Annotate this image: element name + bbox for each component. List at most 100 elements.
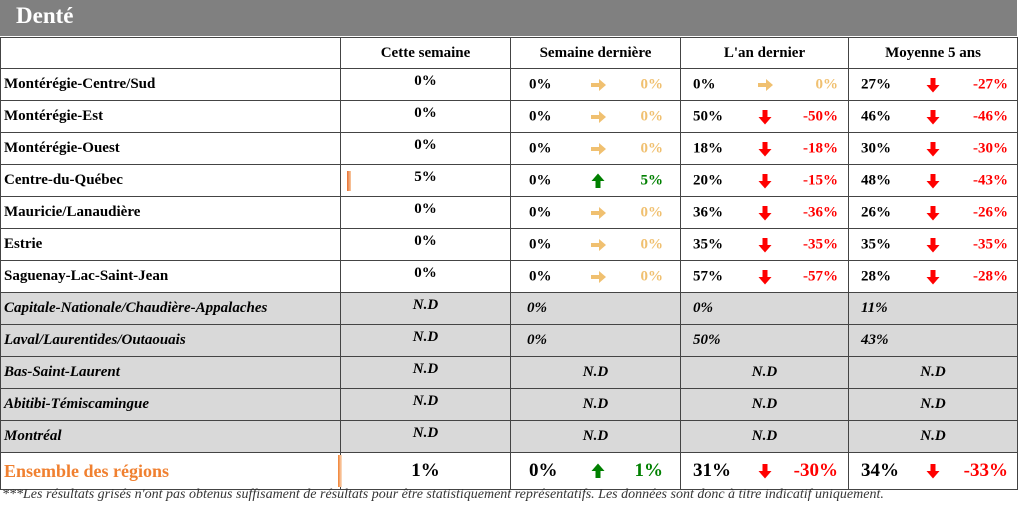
an-dernier-cell: 0%	[680, 292, 849, 325]
an-dernier-cell-value: 35%	[693, 236, 723, 252]
semaine-derniere-cell-content: 0% 0%	[511, 261, 680, 292]
header-semaine-derniere: Semaine dernière	[510, 37, 681, 69]
cette-semaine-value: N.D	[412, 393, 439, 409]
total-moyenne-5-ans-cell-content: 34% -33%	[849, 453, 1017, 489]
an-dernier-cell: 18% -18%	[680, 132, 849, 165]
moyenne-5-ans-cell-value: 30%	[861, 140, 891, 156]
arrow-down-icon	[926, 77, 940, 92]
arrow-right-icon	[591, 238, 606, 251]
arrow-right-icon	[591, 78, 606, 91]
an-dernier-cell-diff: -35%	[803, 236, 838, 252]
semaine-derniere-cell-content: 0% 0%	[511, 229, 680, 260]
an-dernier-cell: 0% 0%	[680, 68, 849, 101]
table-row-greyed: Montréal N.D N.D N.D N.D	[0, 420, 1018, 453]
moyenne-5-ans-cell: 27% -27%	[848, 68, 1018, 101]
region-name: Montérégie-Ouest	[0, 132, 341, 165]
an-dernier-cell-diff: -15%	[803, 172, 838, 188]
semaine-derniere-cell-diff: 0%	[640, 268, 664, 284]
an-dernier-cell-value: 0%	[693, 76, 716, 92]
an-dernier-cell-content: 35% -35%	[681, 229, 848, 260]
moyenne-5-ans-cell-content: 35% -35%	[849, 229, 1017, 260]
cette-semaine-cell: 5%	[340, 164, 511, 197]
an-dernier-cell-content: 0% 0%	[681, 69, 848, 100]
table-row: Saguenay-Lac-Saint-Jean 0% 0% 0% 57% -57% 28% -…	[0, 260, 1018, 293]
cette-semaine-cell: 0%	[340, 132, 511, 165]
semaine-derniere-cell: 0% 0%	[510, 100, 681, 133]
arrow-down-icon	[926, 141, 940, 156]
moyenne-5-ans-cell-diff: -27%	[973, 76, 1008, 92]
arrow-right-icon	[591, 206, 606, 219]
semaine-derniere-cell: 0% 0%	[510, 196, 681, 229]
table-row: Mauricie/Lanaudière 0% 0% 0% 36% -36% 26% -26%	[0, 196, 1018, 229]
semaine-derniere-cell: 0% 5%	[510, 164, 681, 197]
semaine-derniere-cell: 0%	[510, 324, 681, 357]
cette-semaine-value: 0%	[414, 73, 437, 89]
arrow-down-icon	[758, 173, 772, 188]
an-dernier-cell-value: 20%	[693, 172, 723, 188]
cette-semaine-cell: 0%	[340, 68, 511, 101]
results-table: Cette semaine Semaine dernière L'an dern…	[0, 37, 1018, 490]
semaine-derniere-cell-value: 0%	[529, 268, 552, 284]
percentage-bar	[347, 171, 351, 191]
moyenne-5-ans-cell: 46% -46%	[848, 100, 1018, 133]
an-dernier-cell-content: 50% -50%	[681, 101, 848, 132]
moyenne-5-ans-cell-diff: -46%	[973, 108, 1008, 124]
arrow-right-icon	[591, 110, 606, 123]
header-region	[0, 37, 341, 69]
total-row: Ensemble des régions 1% 0% 1% 31% -30% 34% -33%	[0, 452, 1018, 490]
table-row: Montérégie-Est 0% 0% 0% 50% -50% 46% -46%	[0, 100, 1018, 133]
header-row: Cette semaine Semaine dernière L'an dern…	[0, 37, 1018, 69]
an-dernier-cell-diff: -57%	[803, 268, 838, 284]
region-name: Montérégie-Est	[0, 100, 341, 133]
table-row: Montérégie-Centre/Sud 0% 0% 0% 0% 0% 27% -27%	[0, 68, 1018, 101]
moyenne-5-ans-cell-value: 35%	[861, 236, 891, 252]
arrow-down-icon	[758, 269, 772, 284]
total-moyenne-5-ans-cell: 34% -33%	[848, 452, 1018, 490]
moyenne-5-ans-cell: 26% -26%	[848, 196, 1018, 229]
semaine-derniere-cell-diff: 0%	[640, 236, 664, 252]
moyenne-5-ans-cell-value: 26%	[861, 204, 891, 220]
moyenne-5-ans-cell: 35% -35%	[848, 228, 1018, 261]
moyenne-5-ans-cell-value: 27%	[861, 76, 891, 92]
semaine-derniere-cell-content: 0% 5%	[511, 165, 680, 196]
moyenne-5-ans-cell-value: 28%	[861, 268, 891, 284]
cette-semaine-value: 0%	[414, 265, 437, 281]
moyenne-5-ans-cell: N.D	[848, 356, 1018, 389]
semaine-derniere-cell: N.D	[510, 388, 681, 421]
cette-semaine-cell: N.D	[340, 292, 511, 325]
page-title: Denté	[16, 3, 74, 28]
an-dernier-cell-value: 18%	[693, 140, 723, 156]
arrow-right-icon	[591, 270, 606, 283]
an-dernier-cell-diff: -50%	[803, 108, 838, 124]
moyenne-5-ans-cell-diff: -30%	[973, 140, 1008, 156]
semaine-derniere-cell: N.D	[510, 356, 681, 389]
an-dernier-cell: N.D	[680, 356, 849, 389]
semaine-derniere-cell: N.D	[510, 420, 681, 453]
region-name: Mauricie/Lanaudière	[0, 196, 341, 229]
table-row-greyed: Capitale-Nationale/Chaudière-Appalaches N…	[0, 292, 1018, 325]
an-dernier-cell: 50%	[680, 324, 849, 357]
arrow-down-icon	[926, 173, 940, 188]
an-dernier-cell-diff: -36%	[803, 204, 838, 220]
total-moyenne-5-ans-cell-diff: -33%	[963, 460, 1008, 481]
an-dernier-cell: 50% -50%	[680, 100, 849, 133]
semaine-derniere-cell-diff: 0%	[640, 204, 664, 220]
arrow-up-icon	[591, 463, 605, 478]
arrow-down-icon	[758, 141, 772, 156]
an-dernier-cell: 57% -57%	[680, 260, 849, 293]
cette-semaine-value: N.D	[412, 297, 439, 313]
moyenne-5-ans-cell: 11%	[848, 292, 1018, 325]
table-row: Montérégie-Ouest 0% 0% 0% 18% -18% 30% -30%	[0, 132, 1018, 165]
cette-semaine-cell: 0%	[340, 260, 511, 293]
cette-semaine-cell: N.D	[340, 356, 511, 389]
semaine-derniere-cell-diff: 5%	[640, 172, 664, 188]
header-moyenne-5-ans: Moyenne 5 ans	[848, 37, 1018, 69]
arrow-down-icon	[926, 464, 940, 479]
cette-semaine-cell: N.D	[340, 388, 511, 421]
total-semaine-derniere-cell-diff: 1%	[634, 460, 664, 481]
region-name: Montérégie-Centre/Sud	[0, 68, 341, 101]
cette-semaine-value: 0%	[414, 137, 437, 153]
table-row-greyed: Abitibi-Témiscamingue N.D N.D N.D N.D	[0, 388, 1018, 421]
region-name: Abitibi-Témiscamingue	[0, 388, 341, 421]
cette-semaine-cell: 0%	[340, 100, 511, 133]
